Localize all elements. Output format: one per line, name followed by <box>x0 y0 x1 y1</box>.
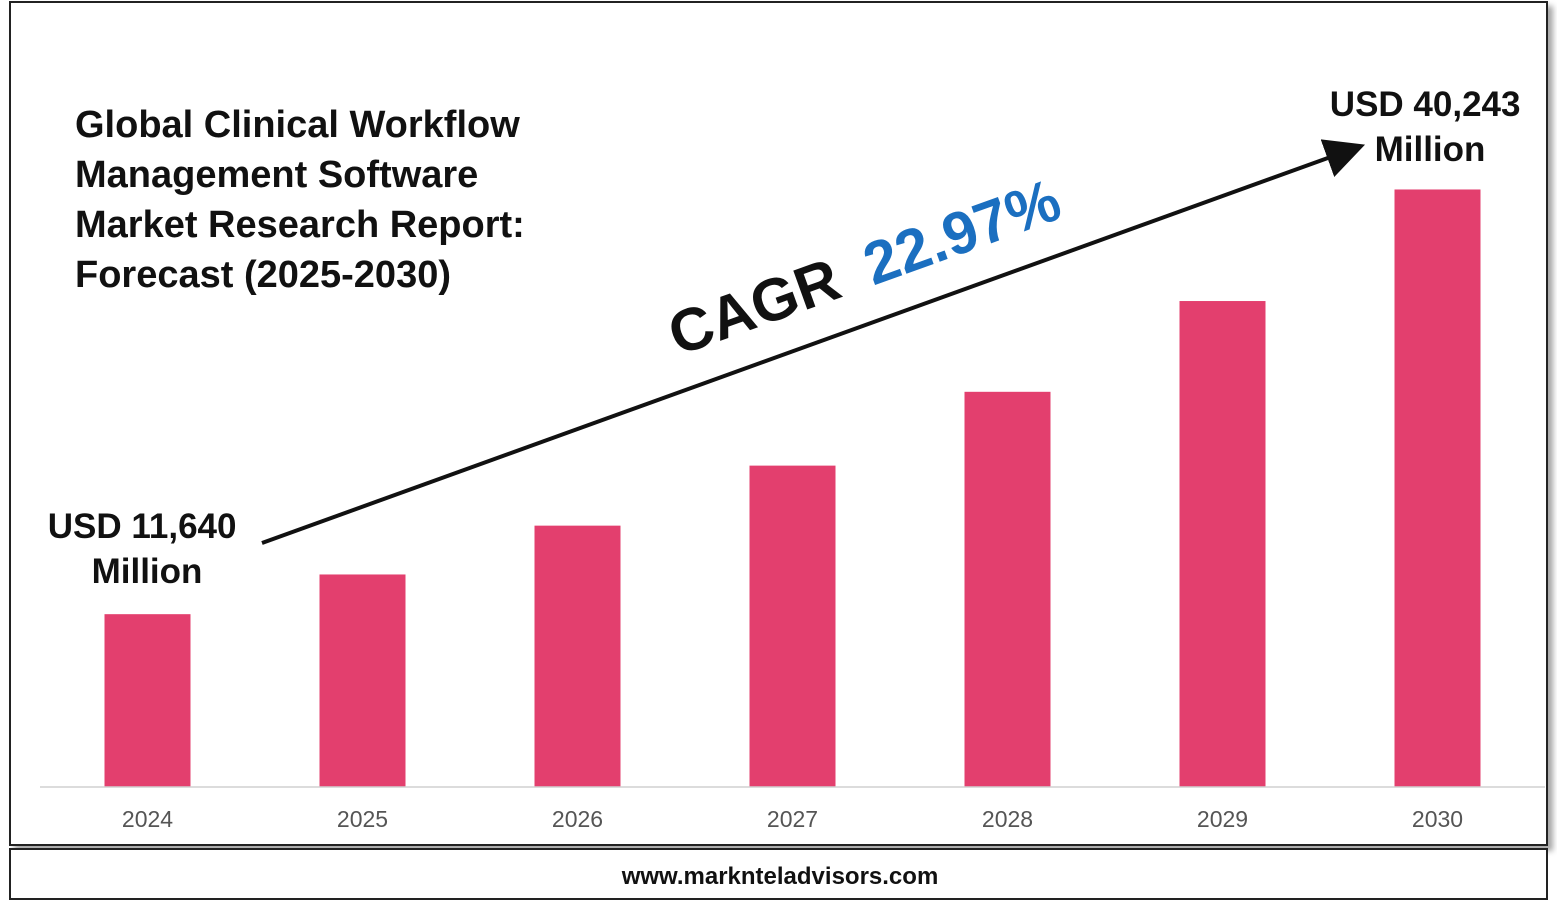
bar-2027 <box>749 465 836 787</box>
x-tick-label: 2027 <box>767 806 818 832</box>
bar-2029 <box>1179 301 1266 787</box>
start-value-line-1: USD 11,640 <box>48 507 237 546</box>
start-value-annotation: USD 11,640 Million <box>48 507 246 591</box>
title-line-4: Forecast (2025-2030) <box>75 254 451 296</box>
title-line-1: Global Clinical Workflow <box>75 104 520 146</box>
x-tick-label: 2029 <box>1197 806 1248 832</box>
bars-group <box>104 189 1481 787</box>
end-value-line-1: USD 40,243 <box>1330 85 1521 124</box>
bar-2025 <box>319 574 406 787</box>
title-line-3: Market Research Report: <box>75 204 525 246</box>
bar-2028 <box>964 391 1051 787</box>
growth-arrow <box>261 139 1366 545</box>
bar-2030 <box>1394 189 1481 787</box>
end-value-annotation: USD 40,243 Million <box>1330 85 1530 169</box>
title-line-2: Management Software <box>75 154 478 196</box>
x-tick-label: 2024 <box>122 806 173 832</box>
bar-2024 <box>104 614 191 787</box>
footer-url[interactable]: www.marknteladvisors.com <box>621 863 939 890</box>
x-tick-label: 2030 <box>1412 806 1463 832</box>
chart-title: Global Clinical Workflow Management Soft… <box>75 104 535 296</box>
x-tick-label: 2028 <box>982 806 1033 832</box>
x-tick-label: 2026 <box>552 806 603 832</box>
bar-2026 <box>534 525 621 787</box>
footer-border <box>9 848 1548 900</box>
end-value-line-2: Million <box>1375 130 1486 169</box>
x-axis-ticks: 2024 2025 2026 2027 2028 2029 2030 <box>122 806 1463 832</box>
start-value-line-2: Million <box>92 552 203 591</box>
x-tick-label: 2025 <box>337 806 388 832</box>
